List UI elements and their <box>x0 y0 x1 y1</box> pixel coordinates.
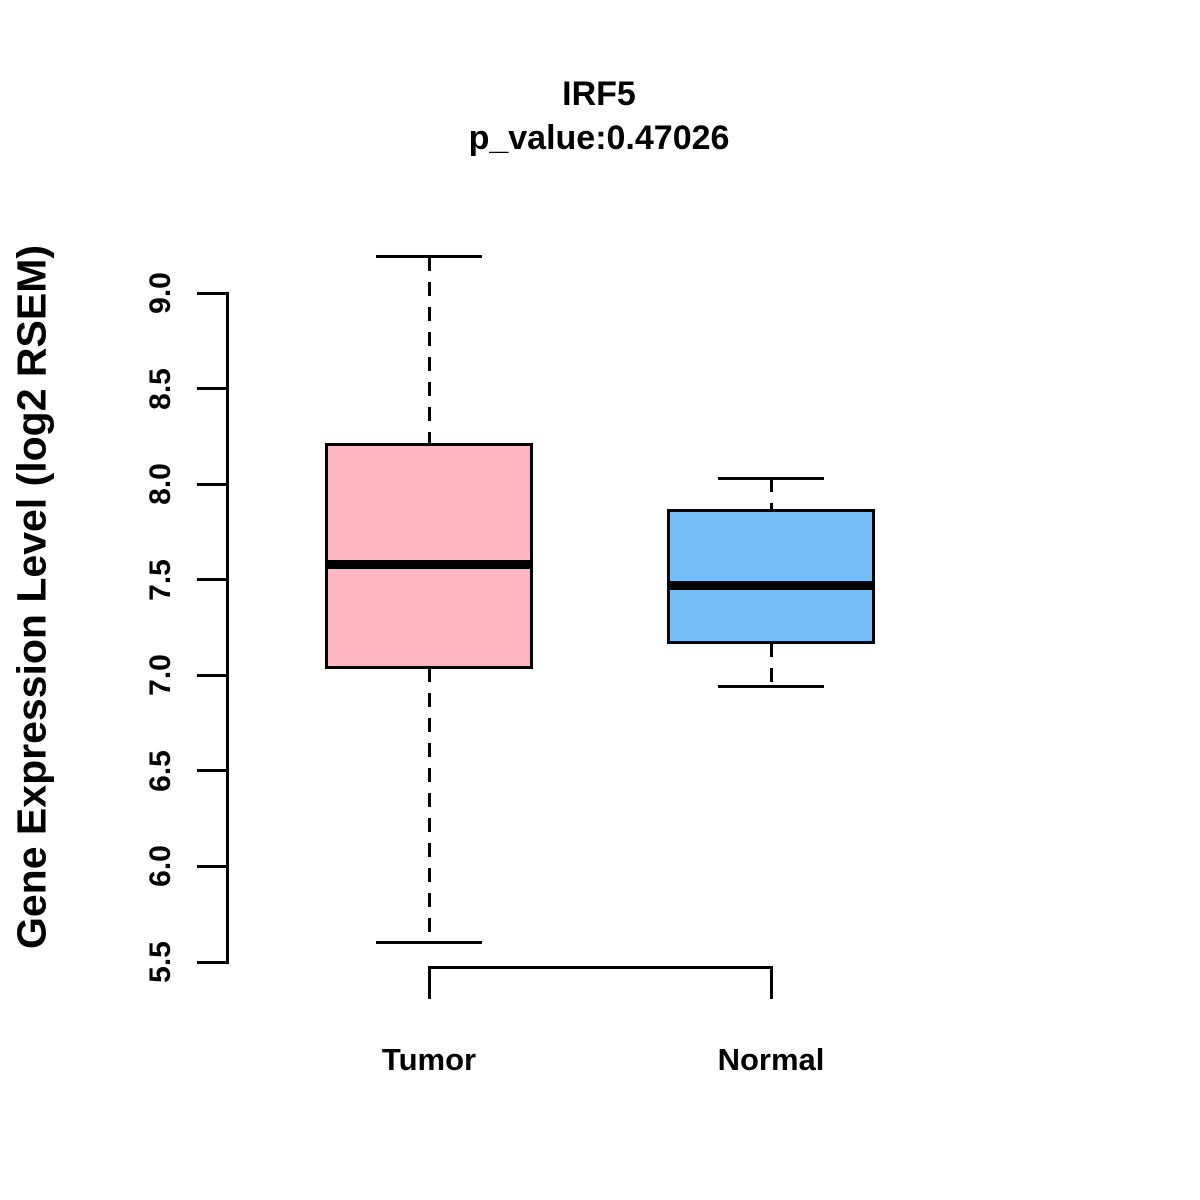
y-tick-label: 6.5 <box>144 749 177 792</box>
chart-title-block: IRF5 p_value:0.47026 <box>229 72 969 160</box>
box-tumor <box>325 442 533 670</box>
lower-whisker-cap-normal <box>718 685 824 689</box>
chart-subtitle: p_value:0.47026 <box>468 119 730 157</box>
y-axis-title: Gene Expression Level (log2 RSEM) <box>8 244 55 950</box>
y-tick-label: 8.0 <box>144 463 177 505</box>
upper-whisker-tumor <box>427 256 431 444</box>
box-normal <box>667 509 875 645</box>
y-tick-label: 7.0 <box>144 654 177 697</box>
x-label-normal: Normal <box>717 1042 825 1077</box>
upper-whisker-cap-tumor <box>376 255 482 259</box>
x-tick-tumor <box>427 966 431 999</box>
y-tick <box>197 960 226 964</box>
y-tick-label: 9.0 <box>144 272 177 314</box>
y-tick-label: 8.5 <box>144 367 177 410</box>
y-tick-label: 7.5 <box>144 558 177 601</box>
chart-title: IRF5 <box>562 75 636 113</box>
upper-whisker-cap-normal <box>718 476 824 480</box>
y-tick <box>197 291 226 295</box>
y-tick <box>197 578 226 582</box>
median-line-normal <box>667 580 875 590</box>
x-tick-normal <box>769 966 773 999</box>
y-tick-label: 6.0 <box>144 845 177 888</box>
x-label-tumor: Tumor <box>381 1042 477 1077</box>
y-tick <box>197 769 226 773</box>
y-tick <box>197 673 226 677</box>
y-tick-label: 5.5 <box>144 941 177 983</box>
y-tick <box>197 482 226 486</box>
lower-whisker-normal <box>769 642 773 687</box>
x-axis-line <box>427 966 773 969</box>
y-tick <box>197 387 226 391</box>
upper-whisker-normal <box>769 478 773 511</box>
lower-whisker-tumor <box>427 667 431 943</box>
lower-whisker-cap-tumor <box>376 941 482 945</box>
median-line-tumor <box>325 559 533 569</box>
y-axis-line <box>226 291 229 964</box>
y-tick <box>197 864 226 868</box>
